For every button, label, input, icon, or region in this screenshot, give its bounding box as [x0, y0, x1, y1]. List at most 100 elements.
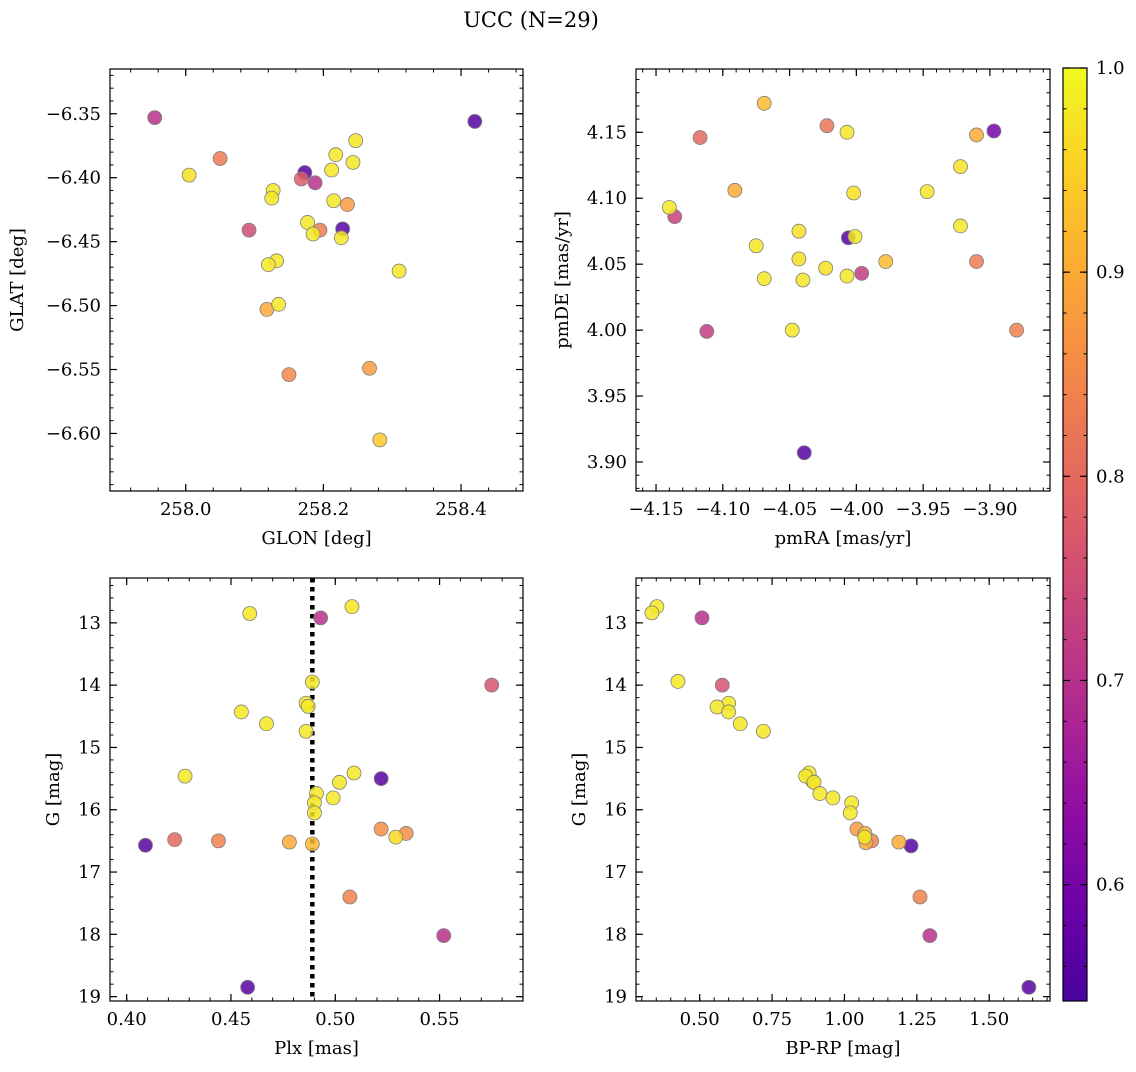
- data-point: [839, 124, 855, 140]
- data-point: [391, 263, 407, 279]
- data-point: [333, 230, 349, 246]
- data-point: [241, 222, 257, 238]
- y-axis-label: G [mag]: [569, 753, 590, 826]
- data-point: [755, 723, 771, 739]
- data-point: [825, 790, 841, 806]
- data-point: [484, 677, 500, 693]
- data-point: [732, 716, 748, 732]
- data-point: [332, 774, 347, 790]
- y-axis-label: G [mag]: [43, 753, 64, 826]
- data-point: [342, 889, 358, 905]
- data-point: [644, 605, 660, 621]
- data-point: [328, 147, 344, 163]
- data-point: [857, 829, 873, 845]
- data-point: [348, 133, 364, 149]
- x-tick-label: 0.55: [420, 1009, 460, 1030]
- data-point: [345, 154, 361, 170]
- x-tick-label: −3.95: [896, 499, 951, 520]
- data-point: [305, 226, 321, 242]
- data-point: [304, 836, 320, 852]
- x-axis-label: Plx [mas]: [274, 1038, 359, 1059]
- data-point: [298, 723, 314, 739]
- data-point: [167, 832, 183, 848]
- plot-frame: [109, 68, 524, 492]
- data-point: [307, 175, 323, 191]
- colorbar-tick-label: 0.6: [1096, 875, 1125, 896]
- x-tick-label: −4.10: [695, 499, 750, 520]
- data-point: [953, 159, 968, 174]
- subplot-1: 258.0 258.2 258.4 −6.35 −6.40 −6.45 −6.50 −6.55…: [7, 68, 524, 549]
- data-point: [326, 193, 342, 209]
- data-point: [846, 185, 862, 201]
- data-point: [1021, 979, 1037, 995]
- data-point: [969, 127, 984, 143]
- data-point: [756, 271, 772, 287]
- x-tick-label: 0.40: [107, 1009, 147, 1030]
- data-point: [661, 200, 677, 215]
- y-tick-label: 4.15: [587, 122, 627, 143]
- data-point: [313, 610, 329, 626]
- data-point: [953, 218, 968, 234]
- data-point: [325, 790, 341, 806]
- data-point: [912, 889, 928, 905]
- y-tick-label: 18: [604, 924, 627, 945]
- y-tick-label: 4.00: [587, 320, 627, 341]
- data-point: [138, 837, 153, 853]
- data-point: [324, 162, 340, 178]
- data-point: [919, 184, 935, 200]
- data-point: [300, 698, 316, 714]
- data-point: [791, 251, 807, 267]
- data-point: [373, 771, 389, 786]
- data-point: [1009, 322, 1025, 338]
- data-point: [847, 229, 863, 244]
- y-tick-label: −6.60: [46, 423, 101, 444]
- data-point: [211, 833, 226, 849]
- data-point: [181, 167, 197, 183]
- x-tick-label: 258.4: [435, 499, 487, 520]
- data-point: [819, 118, 835, 134]
- data-point: [878, 254, 894, 269]
- data-point: [293, 171, 309, 187]
- y-tick-label: 14: [78, 675, 101, 696]
- x-axis-label: BP-RP [mag]: [785, 1038, 900, 1059]
- x-tick-label: −4.15: [628, 499, 683, 520]
- y-tick-label: 19: [78, 987, 101, 1008]
- data-point: [242, 606, 258, 621]
- x-tick-label: −4.05: [762, 499, 817, 520]
- x-axis-label: GLON [deg]: [261, 528, 371, 549]
- y-tick-label: −6.50: [46, 296, 101, 317]
- y-tick-label: 3.95: [587, 386, 627, 407]
- x-tick-label: 0.50: [315, 1009, 355, 1030]
- y-tick-label: 14: [604, 675, 627, 696]
- colorbar-tick-label: 0.7: [1096, 670, 1125, 691]
- y-tick-label: 16: [78, 800, 101, 821]
- y-tick-label: 13: [78, 613, 101, 634]
- y-tick-label: −6.35: [46, 104, 101, 125]
- y-tick-label: 19: [604, 987, 627, 1008]
- data-point: [177, 768, 193, 784]
- y-tick-label: 16: [604, 800, 627, 821]
- y-axis-label: pmDE [mas/yr]: [552, 211, 573, 349]
- data-point: [372, 432, 388, 448]
- data-point: [721, 704, 737, 720]
- data-point: [791, 223, 807, 239]
- data-point: [340, 197, 355, 212]
- y-tick-label: 3.90: [587, 452, 627, 473]
- data-point: [346, 765, 362, 781]
- x-tick-label: 258.2: [298, 499, 350, 520]
- data-point: [986, 123, 1002, 139]
- x-tick-label: 1.50: [969, 1009, 1009, 1030]
- data-point: [694, 610, 710, 626]
- data-point: [388, 829, 404, 845]
- data-point: [727, 182, 743, 198]
- data-point: [373, 821, 389, 837]
- data-point: [812, 786, 828, 801]
- data-point: [304, 674, 320, 690]
- data-point: [854, 266, 870, 281]
- data-point: [271, 296, 287, 312]
- x-tick-label: −3.90: [962, 499, 1017, 520]
- x-tick-label: 0.50: [680, 1009, 720, 1030]
- colorbar: 0.6 0.7 0.8 0.9 1.0: [1062, 58, 1125, 1002]
- plot-frame: [635, 577, 1051, 1002]
- y-tick-label: 4.05: [587, 254, 627, 275]
